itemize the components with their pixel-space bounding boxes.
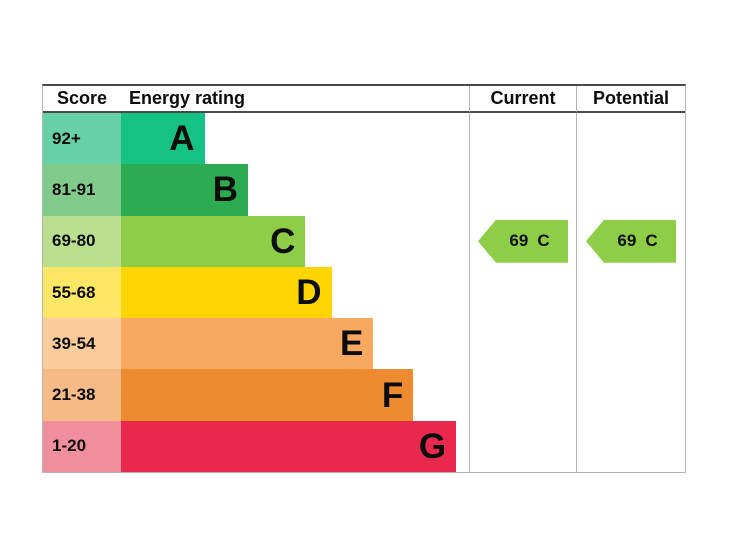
- potential-band-letter: C: [645, 231, 658, 251]
- band-bar-cell: A: [121, 113, 469, 165]
- header-potential: Potential: [576, 86, 685, 113]
- header-score: Score: [43, 86, 121, 113]
- band-score-range: 39-54: [43, 318, 121, 370]
- band-score-range: 92+: [43, 113, 121, 165]
- band-letter: E: [339, 324, 364, 364]
- band-letter: G: [418, 426, 447, 466]
- potential-value: 69: [617, 231, 637, 251]
- band-bar: E: [121, 318, 374, 370]
- band-score-range: 69-80: [43, 215, 121, 267]
- band-bar-cell: D: [121, 266, 469, 319]
- band-bar: G: [121, 420, 457, 473]
- band-letter: B: [212, 170, 239, 210]
- band-bar: C: [121, 215, 306, 267]
- band-score-range: 21-38: [43, 369, 121, 421]
- band-bar: D: [121, 266, 332, 319]
- band-bar: F: [121, 369, 414, 421]
- band-bar: B: [121, 164, 249, 216]
- current-value: 69: [509, 231, 529, 251]
- band-score-range: 55-68: [43, 266, 121, 319]
- header-current: Current: [469, 86, 576, 113]
- current-band-letter: C: [537, 231, 550, 251]
- band-letter: F: [381, 375, 404, 415]
- band-bar-cell: F: [121, 369, 469, 421]
- band-bar-cell: E: [121, 318, 469, 370]
- band-score-range: 81-91: [43, 164, 121, 216]
- band-letter: C: [270, 221, 296, 261]
- band-bar: A: [121, 113, 205, 165]
- epc-chart: Score Energy rating Current Potential 69…: [42, 84, 686, 474]
- band-letter: D: [296, 273, 322, 313]
- band-bar-cell: B: [121, 164, 469, 216]
- current-column: 69 C: [469, 113, 576, 473]
- header-energy-rating: Energy rating: [121, 86, 469, 113]
- band-bar-cell: C: [121, 215, 469, 267]
- band-bar-cell: G: [121, 420, 469, 473]
- current-arrow: 69 C: [478, 219, 568, 263]
- band-score-range: 1-20: [43, 420, 121, 473]
- potential-arrow: 69 C: [586, 219, 676, 263]
- potential-column: 69 C: [576, 113, 685, 473]
- band-letter: A: [169, 119, 195, 159]
